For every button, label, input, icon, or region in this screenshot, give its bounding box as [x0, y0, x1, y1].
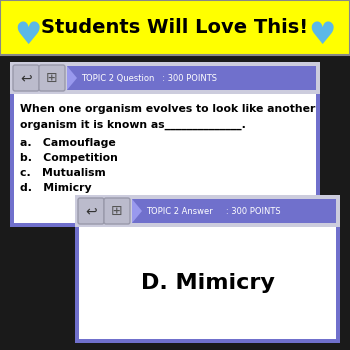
Bar [0, 0, 350, 55]
Text: When one organism evolves to look like another: When one organism evolves to look like a… [20, 104, 315, 114]
Bar [75, 195, 340, 227]
Text: ♥: ♥ [14, 21, 42, 50]
Bar [79, 227, 336, 339]
Bar [75, 195, 340, 343]
Text: ↩: ↩ [20, 71, 32, 85]
FancyBboxPatch shape [67, 66, 316, 90]
Polygon shape [67, 66, 77, 90]
Text: ♥: ♥ [308, 21, 336, 50]
Bar [14, 94, 316, 223]
Text: organism it is known as______________.: organism it is known as______________. [20, 120, 246, 130]
FancyBboxPatch shape [13, 65, 39, 91]
Text: ⊞: ⊞ [46, 71, 58, 85]
Text: c.   Mutualism: c. Mutualism [20, 168, 106, 178]
FancyBboxPatch shape [132, 199, 336, 223]
Text: a.   Camouflage: a. Camouflage [20, 138, 116, 148]
Text: TOPIC 2 Question   : 300 POINTS: TOPIC 2 Question : 300 POINTS [81, 74, 217, 83]
Text: TOPIC 2 Answer     : 300 POINTS: TOPIC 2 Answer : 300 POINTS [146, 206, 281, 216]
Bar [10, 62, 320, 94]
Text: d.   Mimicry: d. Mimicry [20, 183, 92, 193]
Text: D. Mimicry: D. Mimicry [141, 273, 274, 293]
Polygon shape [132, 199, 142, 223]
Text: ↩: ↩ [85, 204, 97, 218]
Text: Students Will Love This!: Students Will Love This! [41, 18, 309, 37]
FancyBboxPatch shape [104, 198, 130, 224]
FancyBboxPatch shape [78, 198, 104, 224]
FancyBboxPatch shape [39, 65, 65, 91]
Text: b.   Competition: b. Competition [20, 153, 118, 163]
Bar [10, 62, 320, 227]
Text: ⊞: ⊞ [111, 204, 123, 218]
